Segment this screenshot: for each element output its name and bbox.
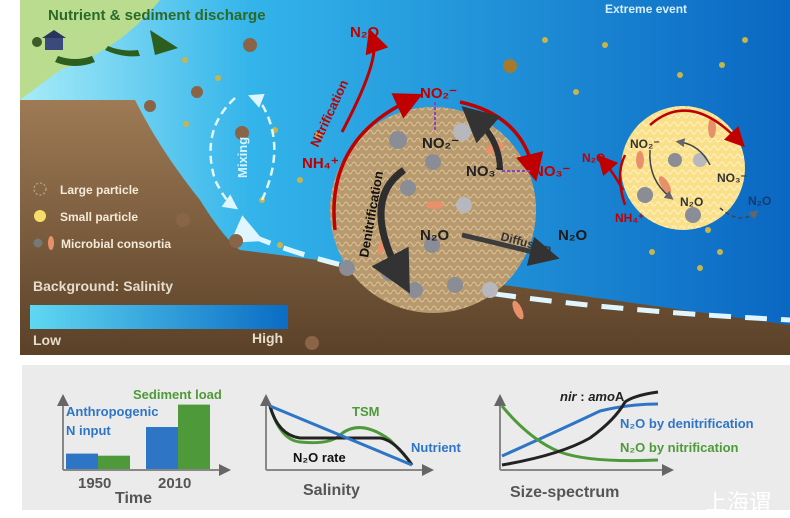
small-no3-label: NO₃⁻ (717, 171, 747, 185)
small-n2o-left-label: N₂O (582, 151, 605, 165)
denitrification-label: N₂O by denitrification (620, 416, 754, 431)
mixing-loop: Mixing (209, 93, 276, 210)
legend-anthropogenic: Anthropogenic (66, 404, 158, 419)
small-nh4-label: NH₄⁺ (615, 211, 644, 225)
panel-salinity: TSM Nutrient N₂O rate Salinity (260, 394, 462, 499)
legend: Large particle Small particle Microbial … (33, 182, 171, 251)
n2o-outside-label: N₂O (558, 227, 587, 244)
nitrification-arrow (332, 93, 423, 231)
large-particle: Nitrification Denitrification Diffusion … (302, 24, 587, 320)
tick-1950: 1950 (78, 475, 111, 492)
n2o-top-label: N₂O (350, 24, 379, 41)
brown-particles (144, 38, 517, 350)
nutrient-line (269, 404, 413, 467)
mixing-label: Mixing (235, 137, 250, 178)
small-n2o-release-arrow (597, 154, 625, 191)
diffusion-arrow (461, 232, 560, 266)
nh4-label: NH₄⁺ (302, 155, 339, 172)
legend-small-particle: Small particle (60, 210, 138, 224)
salinity-low: Low (33, 332, 61, 348)
farmland (20, 0, 160, 100)
small-particle-icon (34, 210, 46, 222)
discharge-arrows (55, 30, 178, 66)
extreme-event-label: Extreme event (605, 2, 687, 16)
small-n2o-inside-label: N₂O (680, 195, 703, 209)
xlabel-salinity: Salinity (303, 482, 360, 499)
n2o-rate-curve (268, 405, 414, 466)
small-diffusion-arrow (719, 207, 759, 220)
nir-amoa-curve (501, 390, 659, 467)
no3-outside-label: NO₃⁻ (533, 163, 570, 180)
no3-to-no2-arrow (461, 106, 503, 171)
discharge-label: Nutrient & sediment discharge (48, 7, 266, 24)
legend-sediment-load: Sediment load (133, 387, 222, 402)
estuary-scene: Nutrient & sediment discharge Extreme ev… (20, 0, 790, 355)
small-particles (182, 37, 748, 271)
salinity-title: Background: Salinity (33, 278, 173, 294)
bars (66, 404, 210, 469)
tsm-label: TSM (352, 404, 379, 419)
bacterium-icon (48, 236, 54, 250)
bottom-panels: Anthropogenic N input Sediment load 1950… (22, 365, 790, 515)
watermark: 上海谓 (705, 490, 771, 515)
bar-1950-n-input (66, 453, 98, 469)
small-n2o-right-label: N₂O (748, 194, 771, 208)
nir-amoa-label: nir : amoA (560, 389, 625, 404)
nitrification-label: N₂O by nitrification (620, 440, 739, 455)
no2-outside-label: NO₂⁻ (420, 85, 457, 102)
small-no3-to-no2-arrow (675, 138, 711, 166)
no2-inside-label: NO₂⁻ (422, 135, 459, 152)
large-particle-icon (33, 182, 47, 196)
xlabel-time: Time (115, 490, 152, 507)
xlabel-size-spectrum: Size-spectrum (510, 484, 619, 501)
legend-microbial: Microbial consortia (61, 237, 171, 251)
microbe-icon (33, 238, 43, 248)
small-nitrification-arrow (649, 109, 745, 148)
salinity-high: High (252, 330, 283, 346)
panel-size: nir : amoA N₂O by denitrification N₂O by… (494, 389, 754, 501)
no3-inside-label: NO₃⁻ (466, 163, 503, 180)
no2-to-no3-arrow (459, 100, 544, 182)
n2o-inside-label: N₂O (420, 227, 449, 244)
seabed (20, 100, 790, 355)
salinity-gradient-bar (30, 305, 288, 329)
denitrification-arrow (371, 167, 410, 294)
bar-2010-sediment (178, 404, 210, 469)
small-nh4-arrow (618, 154, 627, 206)
bar-1950-sediment (98, 455, 130, 469)
legend-n-input: N input (66, 423, 111, 438)
n2o-release-arrow (340, 28, 389, 133)
legend-large-particle: Large particle (60, 183, 139, 197)
small-denit-arrow (649, 149, 674, 200)
small-particle: NO₂⁻ NO₃⁻ N₂O N₂O N₂O NH₄⁺ (582, 106, 771, 230)
panel-time: Anthropogenic N input Sediment load 1950… (57, 387, 231, 507)
tick-2010: 2010 (158, 475, 191, 492)
n2o-rate-label: N₂O rate (293, 450, 346, 465)
farmhouse-icon (32, 30, 66, 50)
bar-2010-n-input (146, 427, 178, 469)
denitrification-curve (501, 402, 659, 458)
small-no2-label: NO₂⁻ (630, 137, 660, 151)
nutrient-label: Nutrient (411, 440, 462, 455)
salinity-scale: Background: Salinity Low High (30, 278, 288, 348)
